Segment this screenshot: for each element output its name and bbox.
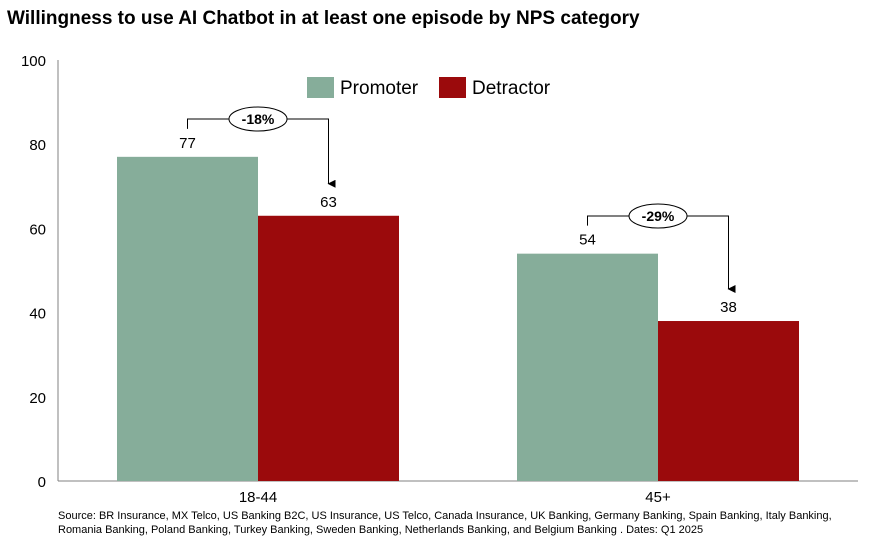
change-label: -29% [642, 208, 675, 224]
legend-swatch [307, 77, 334, 98]
y-tick-label: 40 [29, 306, 46, 323]
change-badge [628, 203, 688, 229]
data-label: 77 [179, 135, 196, 152]
y-tick-label: 0 [38, 474, 46, 491]
legend-label: Promoter [340, 78, 419, 99]
bar [658, 321, 799, 481]
legend-swatch [439, 77, 466, 98]
y-tick-label: 80 [29, 137, 46, 154]
bar-chart: 0 20 40 60 80 100 77 63 18-44 54 38 45+ Promoter De… [21, 53, 858, 505]
change-label: -18% [242, 111, 275, 127]
bar [117, 156, 258, 481]
chart-title: Willingness to use AI Chatbot in at leas… [7, 8, 640, 29]
y-tick-label: 20 [29, 390, 46, 407]
y-tick-label: 60 [29, 221, 46, 238]
bar [517, 253, 658, 481]
x-tick-label: 18-44 [239, 489, 277, 505]
data-label: 54 [579, 232, 596, 249]
bar [258, 215, 399, 481]
change-badge [228, 106, 288, 132]
data-label: 38 [720, 299, 737, 316]
legend-label: Detractor [472, 78, 551, 99]
x-tick-label: 45+ [645, 489, 671, 505]
y-tick-label: 100 [21, 53, 46, 70]
source-note: Source: BR Insurance, MX Telco, US Banki… [58, 510, 832, 536]
data-label: 63 [320, 194, 337, 211]
